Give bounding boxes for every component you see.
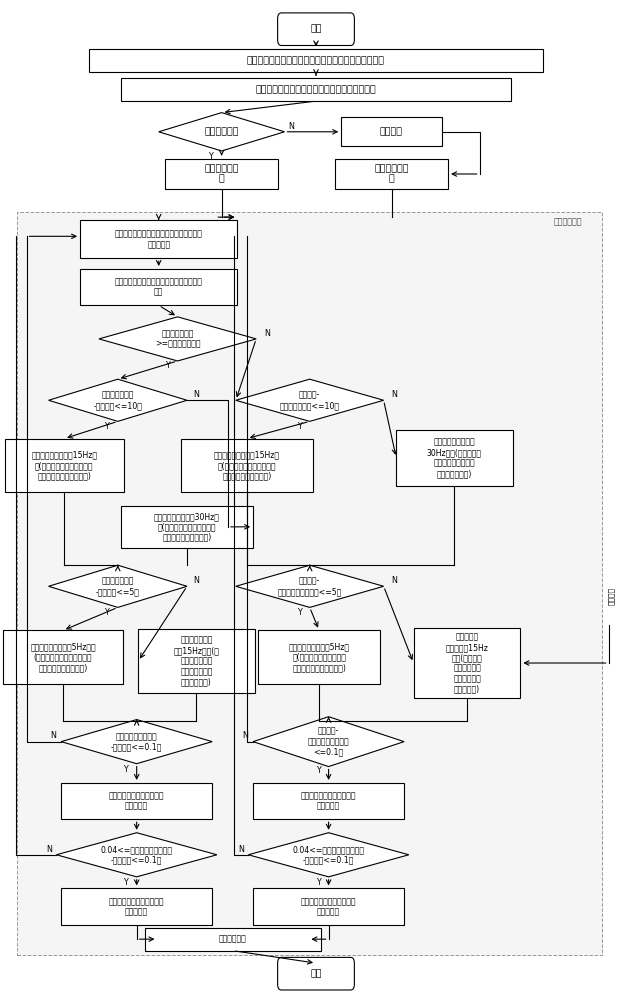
Bar [181,439,313,492]
Text: N: N [46,845,52,854]
Bar [90,49,542,72]
Text: 刹车指令: 刹车指令 [609,587,615,605]
Text: 读取光电编码器解析模块中机架角度信息的绝对编码值: 读取光电编码器解析模块中机架角度信息的绝对编码值 [247,56,385,65]
FancyBboxPatch shape [277,957,355,990]
Text: 机架当前角度值
-参考角度<=5度: 机架当前角度值 -参考角度<=5度 [96,577,140,596]
Bar [253,783,404,819]
Text: 结束: 结束 [310,969,322,978]
Text: 控制机架电机以中速15Hz正
转(此时大转盘电机当前角度
值逐渐减小逼近参考角度): 控制机架电机以中速15Hz正 转(此时大转盘电机当前角度 值逐渐减小逼近参考角度… [32,451,97,480]
Text: Y: Y [208,152,212,161]
Text: Y: Y [104,422,109,431]
Text: 发送第一刹车指令，控制机
架电机停止: 发送第一刹车指令，控制机 架电机停止 [109,791,164,811]
Bar [80,220,238,258]
Bar [3,630,123,684]
Text: 发送第一刹车指令，控制机
架电机停止: 发送第一刹车指令，控制机 架电机停止 [301,791,356,811]
Polygon shape [49,379,187,421]
Text: 读取光电编码器解析模块中机架角度信息的
绝对编码值: 读取光电编码器解析模块中机架角度信息的 绝对编码值 [115,229,203,249]
Text: N: N [51,731,56,740]
Text: 发送第二刹车指令，控制机
架电机停止: 发送第二刹车指令，控制机 架电机停止 [301,897,356,916]
Text: Y: Y [123,878,128,887]
Bar [413,628,521,698]
Text: Y: Y [297,608,302,617]
Text: N: N [391,576,397,585]
Bar [61,888,212,925]
Polygon shape [56,833,217,877]
Text: 0.04<=机架电机当前角度值
-参考角度<=0.1度: 0.04<=机架电机当前角度值 -参考角度<=0.1度 [293,845,365,864]
Text: 控制机架电机以低速5Hz反
转(此时机架电机当前角度
值逐渐增大逼近参考角度): 控制机架电机以低速5Hz反 转(此时机架电机当前角度 值逐渐增大逼近参考角度) [289,642,349,672]
Polygon shape [248,833,409,877]
Bar [17,212,602,955]
Text: 开始: 开始 [310,25,322,34]
Text: N: N [243,731,248,740]
Text: N: N [265,329,270,338]
Text: 控制机架电机以高速30Hz正
转(此时机架电机当前角度值
逐渐减小逼近参考角度): 控制机架电机以高速30Hz正 转(此时机架电机当前角度值 逐渐减小逼近参考角度) [154,512,220,542]
Bar [165,159,278,189]
FancyBboxPatch shape [277,13,355,45]
Bar [61,783,212,819]
Polygon shape [61,720,212,764]
Text: 机架当前角度值
>=主控机参考角度: 机架当前角度值 >=主控机参考角度 [155,329,200,349]
Bar [121,506,253,548]
Text: 控制机架电
机以一中速15Hz
反转(此时机架
电机当前角度
值逐渐增大逼
近参考角度): 控制机架电 机以一中速15Hz 反转(此时机架 电机当前角度 值逐渐增大逼 近参… [446,633,489,694]
Text: 根据机架运动换算公式计算出当前机架角度
信息: 根据机架运动换算公式计算出当前机架角度 信息 [115,277,203,297]
Text: Y: Y [123,765,128,774]
Text: Y: Y [165,361,170,370]
Bar [80,269,238,305]
Polygon shape [236,565,384,607]
Text: 机架当前角度值
-参考角度<=10度: 机架当前角度值 -参考角度<=10度 [94,391,142,410]
Text: 机架运动到位: 机架运动到位 [219,935,247,944]
Text: 控制机架电机以中速15Hz反
转(此时机架电机当前角度值
逐渐增大逼近参考角度): 控制机架电机以中速15Hz反 转(此时机架电机当前角度值 逐渐增大逼近参考角度) [214,451,280,480]
Bar [335,159,448,189]
Text: 控制机架电机以
中速15Hz正转(此
时机架电机当前
角度值逐渐减小
逼近参考角度): 控制机架电机以 中速15Hz正转(此 时机架电机当前 角度值逐渐减小 逼近参考角… [174,636,219,686]
Bar [396,430,513,486]
Text: 机架标零: 机架标零 [380,127,403,136]
Bar [145,928,321,951]
Text: 发送第二刹车指令，控制机
架电机停止: 发送第二刹车指令，控制机 架电机停止 [109,897,164,916]
Text: Y: Y [316,878,321,887]
Text: N: N [238,845,244,854]
Polygon shape [49,565,187,607]
Bar [253,888,404,925]
Text: 0.04<=机架电机当前角度值
-参考角度<=0.1度: 0.04<=机架电机当前角度值 -参考角度<=0.1度 [100,845,173,864]
Text: N: N [193,390,199,399]
Text: 参考角度-
机架电机当前角度值<=5度: 参考角度- 机架电机当前角度值<=5度 [277,577,342,596]
Text: 三级变速控制: 三级变速控制 [554,217,582,226]
Bar [341,117,442,146]
Polygon shape [159,113,284,151]
Text: 机架电机当前角度值
-参考角度<=0.1度: 机架电机当前角度值 -参考角度<=0.1度 [111,732,162,751]
Text: 机架标零操作: 机架标零操作 [204,127,239,136]
Bar [4,439,124,492]
Text: 参考角度-
机架当前角度值<=10度: 参考角度- 机架当前角度值<=10度 [280,391,340,410]
Text: N: N [193,576,199,585]
Text: 主控机旋转命
令: 主控机旋转命 令 [204,164,239,184]
Text: 主控机停止命
令: 主控机停止命 令 [374,164,409,184]
Text: Y: Y [297,422,302,431]
Text: 控制机架电机以高速
30Hz反转(此时机架电
机当前角度值逐渐增
大逼近参考角度): 控制机架电机以高速 30Hz反转(此时机架电 机当前角度值逐渐增 大逼近参考角度… [427,438,482,478]
Bar [258,630,380,684]
Text: N: N [288,122,294,131]
Text: 控制机架电机以低速5Hz正转
(此时大转盘电机当前角度值
逐渐减小逼近参考角度): 控制机架电机以低速5Hz正转 (此时大转盘电机当前角度值 逐渐减小逼近参考角度) [30,642,96,672]
Text: N: N [391,390,397,399]
Text: 根据机架运动换算公式计算出当前机架角度信息: 根据机架运动换算公式计算出当前机架角度信息 [255,85,377,94]
Polygon shape [236,379,384,421]
Text: Y: Y [316,766,321,775]
Polygon shape [253,717,404,767]
Polygon shape [99,317,256,361]
Text: Y: Y [104,608,109,617]
Text: 参考角度-
机架电机当前角度值
<=0.1度: 参考角度- 机架电机当前角度值 <=0.1度 [308,727,349,757]
Bar [121,78,511,101]
Bar [138,629,255,693]
